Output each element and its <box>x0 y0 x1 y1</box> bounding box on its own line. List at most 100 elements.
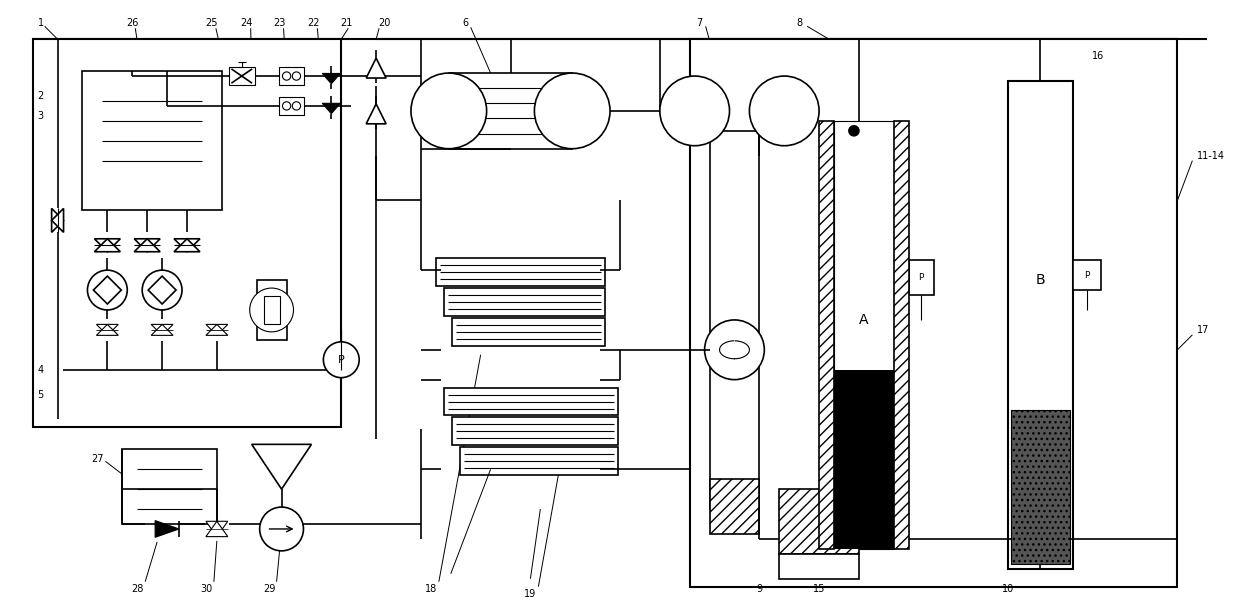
Polygon shape <box>174 239 200 251</box>
Text: 18: 18 <box>425 584 436 594</box>
Bar <box>451 318 605 346</box>
Bar <box>820 121 835 549</box>
Polygon shape <box>252 444 311 489</box>
Text: P: P <box>1084 271 1090 279</box>
Text: 4: 4 <box>37 365 43 375</box>
Text: 15: 15 <box>813 584 826 594</box>
Text: 27: 27 <box>92 454 104 464</box>
Polygon shape <box>97 324 118 335</box>
Text: 25: 25 <box>206 18 218 28</box>
Bar <box>449 73 572 148</box>
Polygon shape <box>322 103 341 114</box>
Bar <box>451 418 618 445</box>
Polygon shape <box>322 73 341 84</box>
Text: 16: 16 <box>1091 51 1104 61</box>
Bar <box>460 447 618 475</box>
Polygon shape <box>206 521 228 537</box>
Bar <box>709 131 759 509</box>
Circle shape <box>704 320 764 379</box>
Circle shape <box>293 72 300 80</box>
Polygon shape <box>94 239 120 251</box>
Text: 9: 9 <box>756 584 763 594</box>
Text: 3: 3 <box>37 111 43 121</box>
Polygon shape <box>206 324 228 335</box>
Text: 2: 2 <box>37 91 43 101</box>
Bar <box>229 67 254 85</box>
Bar <box>835 370 894 549</box>
Circle shape <box>88 270 128 310</box>
Polygon shape <box>151 324 174 335</box>
Circle shape <box>249 288 294 332</box>
Bar <box>709 479 759 534</box>
Polygon shape <box>151 324 174 335</box>
Text: 1: 1 <box>37 18 43 28</box>
Polygon shape <box>206 324 228 335</box>
Ellipse shape <box>534 73 610 148</box>
Ellipse shape <box>660 76 729 145</box>
Polygon shape <box>366 104 386 124</box>
Ellipse shape <box>749 76 820 145</box>
Bar <box>1011 410 1070 564</box>
Bar <box>909 260 934 295</box>
Bar <box>894 121 909 549</box>
Circle shape <box>283 102 290 110</box>
Bar <box>279 67 305 85</box>
Bar <box>435 258 605 286</box>
Text: 10: 10 <box>1002 584 1014 594</box>
Text: 29: 29 <box>263 584 275 594</box>
Bar <box>779 489 859 554</box>
Bar <box>444 288 605 316</box>
Circle shape <box>259 507 304 551</box>
Text: 19: 19 <box>525 588 537 599</box>
Bar <box>1008 81 1073 569</box>
Text: 6: 6 <box>463 18 469 28</box>
Polygon shape <box>366 58 386 78</box>
Text: 11-14: 11-14 <box>1198 151 1225 161</box>
Text: 28: 28 <box>131 584 144 594</box>
Text: 21: 21 <box>340 18 352 28</box>
Text: B: B <box>1035 273 1045 287</box>
Polygon shape <box>52 208 63 232</box>
Bar <box>83 71 222 210</box>
Text: 7: 7 <box>697 18 703 28</box>
Circle shape <box>324 342 360 378</box>
Text: 23: 23 <box>273 18 285 28</box>
Bar <box>32 39 341 427</box>
Bar <box>279 97 305 115</box>
Text: P: P <box>339 355 345 365</box>
Text: 20: 20 <box>378 18 391 28</box>
Polygon shape <box>134 239 160 251</box>
Text: 24: 24 <box>241 18 253 28</box>
Bar <box>257 280 286 340</box>
Text: 5: 5 <box>37 390 43 399</box>
Text: A: A <box>859 313 869 327</box>
Polygon shape <box>94 239 120 251</box>
Polygon shape <box>206 521 228 537</box>
Text: 22: 22 <box>308 18 320 28</box>
Circle shape <box>293 102 300 110</box>
Text: 8: 8 <box>796 18 802 28</box>
Bar <box>689 39 1178 587</box>
Bar <box>779 554 859 579</box>
Ellipse shape <box>410 73 486 148</box>
Polygon shape <box>174 239 200 251</box>
Polygon shape <box>52 208 63 232</box>
Polygon shape <box>97 324 118 335</box>
Text: 26: 26 <box>126 18 139 28</box>
Bar <box>1073 260 1101 290</box>
Bar <box>444 388 618 416</box>
Text: 17: 17 <box>1198 325 1210 335</box>
Polygon shape <box>148 276 176 304</box>
Circle shape <box>283 72 290 80</box>
Bar <box>835 121 894 549</box>
Polygon shape <box>93 276 122 304</box>
Polygon shape <box>134 239 160 251</box>
Text: 30: 30 <box>201 584 213 594</box>
Bar <box>123 449 217 524</box>
Text: P: P <box>918 273 924 282</box>
Bar <box>694 76 784 145</box>
Bar <box>262 295 281 325</box>
Bar <box>264 296 279 324</box>
Polygon shape <box>155 521 179 538</box>
Circle shape <box>143 270 182 310</box>
